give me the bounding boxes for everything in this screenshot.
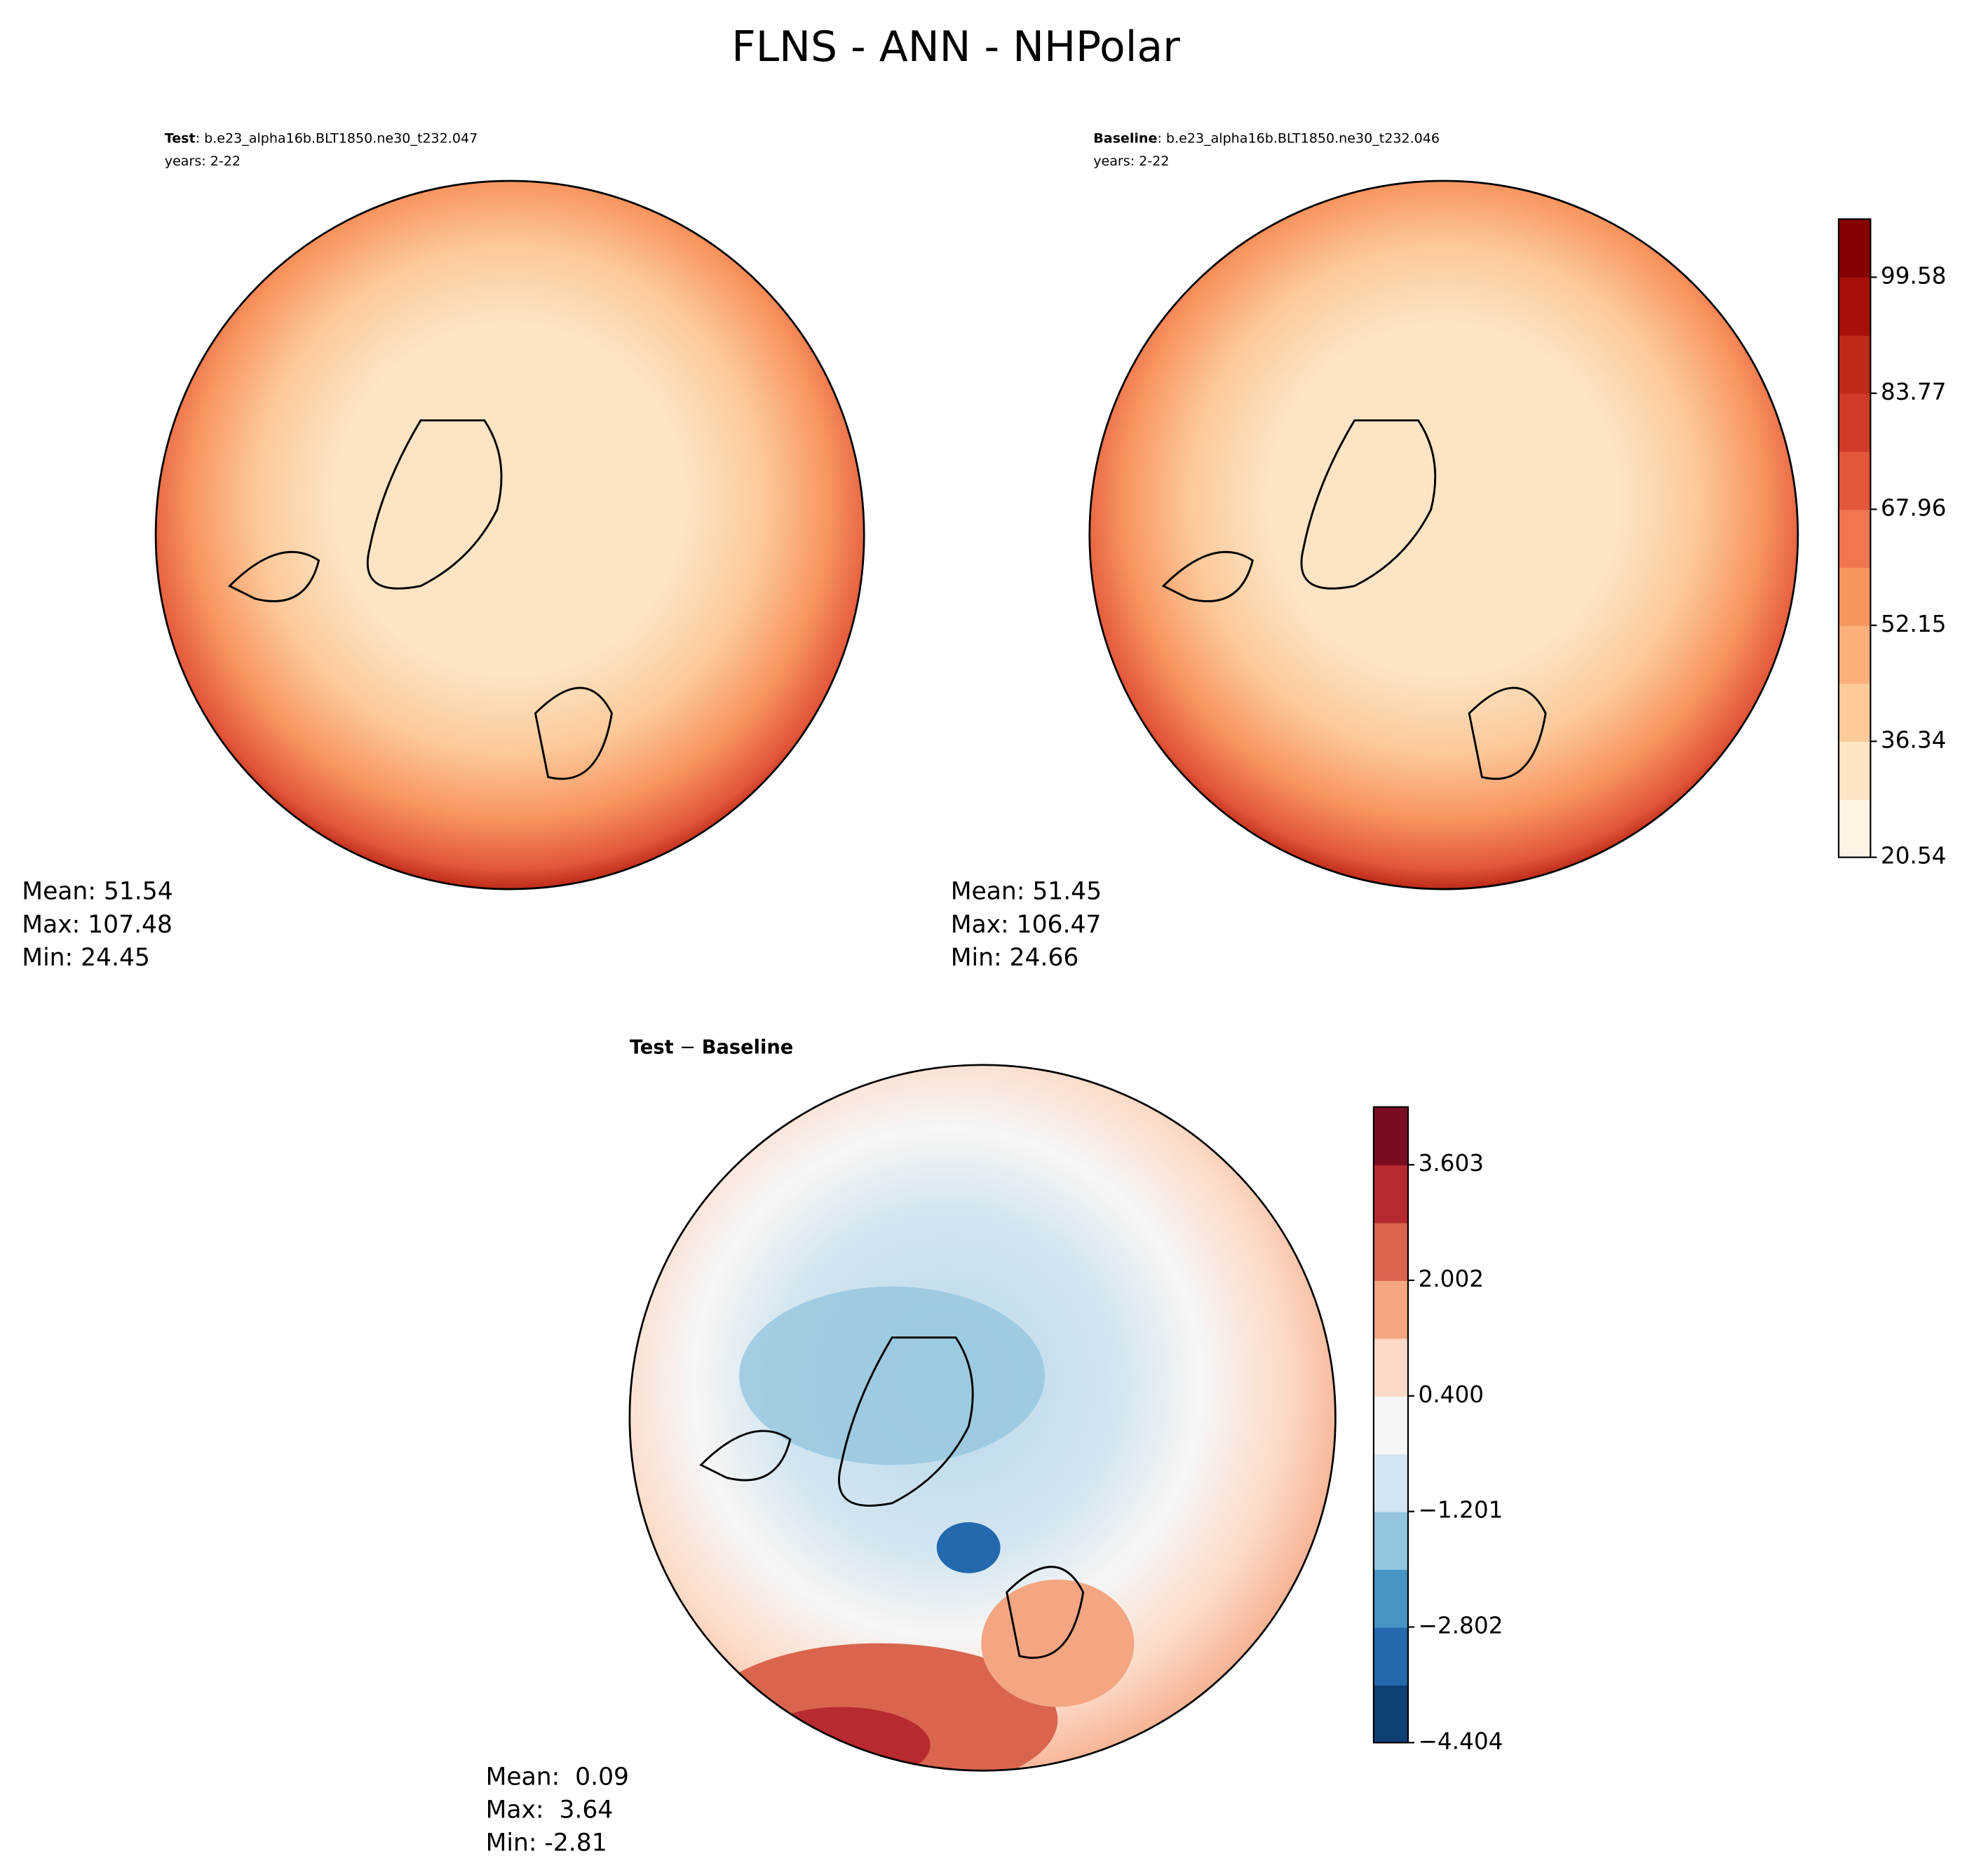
colorbar-tick-label: 0.400: [1418, 1381, 1484, 1408]
stat-line: Min: 24.45: [22, 944, 150, 972]
colorbar-band: [1839, 393, 1871, 452]
panel-label: Baseline: [1093, 130, 1157, 146]
stat-line: Max: 106.47: [951, 911, 1102, 939]
colorbar-band: [1839, 683, 1871, 743]
colorbar-band: [1373, 1395, 1408, 1455]
colorbar-band: [1373, 1280, 1408, 1339]
colorbar-band: [1839, 625, 1871, 684]
panel-years: years: 2-22: [165, 154, 241, 169]
panel-label: Test: [630, 1036, 674, 1058]
panel-title: Baseline: b.e23_alpha16b.BLT1850.ne30_t2…: [1093, 130, 1440, 146]
map: [1088, 179, 1799, 890]
colorbar-tick-label: 99.58: [1881, 262, 1947, 289]
colorbar-band: [1373, 1627, 1408, 1686]
panel-label: Test: [165, 130, 196, 146]
map: [154, 179, 865, 890]
coastline: [227, 419, 613, 780]
panel-years: years: 2-22: [1093, 154, 1169, 169]
colorbar-band: [1373, 1165, 1408, 1224]
colorbar-tick-label: 52.15: [1881, 611, 1947, 637]
colorbar-tick-label: 36.34: [1881, 726, 1947, 753]
coastline: [699, 1336, 1085, 1659]
colorbar-band: [1839, 219, 1871, 278]
colorbar-frame: [1837, 218, 1872, 858]
stat-line: Mean: 0.09: [486, 1763, 629, 1791]
panel-title: Test: b.e23_alpha16b.BLT1850.ne30_t232.0…: [165, 130, 478, 146]
colorbar-band: [1373, 1106, 1408, 1166]
colorbar-band: [1839, 799, 1871, 858]
map: [628, 1064, 1337, 1772]
colorbar-band: [1373, 1454, 1408, 1512]
panel-operator: −: [674, 1036, 702, 1058]
colorbar-band: [1373, 1569, 1408, 1628]
colorbar-tick-label: 83.77: [1881, 379, 1947, 405]
colorbar-band: [1373, 1222, 1408, 1281]
stat-line: Max: 107.48: [22, 911, 173, 939]
colorbar-band: [1839, 567, 1871, 626]
colorbar-band: [1839, 741, 1871, 800]
panel-label: Baseline: [702, 1036, 793, 1058]
colorbar-band: [1839, 451, 1871, 510]
map-disc: [154, 179, 865, 890]
colorbar-band: [1839, 509, 1871, 568]
colorbar-tick-label: 2.002: [1418, 1266, 1484, 1292]
stat-line: Min: -2.81: [486, 1829, 607, 1857]
colorbar-band: [1839, 334, 1871, 394]
colorbar-tick-label: 20.54: [1881, 843, 1947, 869]
colorbar-band: [1839, 277, 1871, 336]
colorbar-tick-label: −4.404: [1418, 1728, 1503, 1754]
colorbar-band: [1373, 1511, 1408, 1570]
colorbar-tick-label: 3.603: [1418, 1150, 1484, 1177]
colorbar-band: [1373, 1684, 1408, 1744]
panel-case: : b.e23_alpha16b.BLT1850.ne30_t232.047: [196, 130, 478, 146]
colorbar-tick-label: −2.802: [1418, 1612, 1503, 1639]
panel-title: Test − Baseline: [630, 1036, 793, 1058]
figure-title: FLNS - ANN - NHPolar: [731, 22, 1180, 72]
colorbar-band: [1373, 1338, 1408, 1397]
stat-line: Mean: 51.54: [22, 878, 173, 906]
map-disc: [1088, 179, 1799, 890]
coastline: [1161, 419, 1547, 780]
colorbar-tick-label: −1.201: [1418, 1497, 1503, 1524]
stat-line: Max: 3.64: [486, 1796, 614, 1824]
panel-case: : b.e23_alpha16b.BLT1850.ne30_t232.046: [1157, 130, 1440, 146]
stats: Mean: 51.54 Max: 107.48 Min: 24.45 Mean: 51…: [22, 878, 1102, 1857]
colorbar-frame: [1372, 1106, 1409, 1744]
colorbars: 20.54 36.34 52.15 67.96 83.77 99.58 −4.404 −2.8…: [1372, 218, 1947, 1754]
stat-line: Mean: 51.45: [951, 878, 1102, 906]
stat-line: Min: 24.66: [951, 944, 1079, 972]
colorbar-tick-label: 67.96: [1881, 494, 1947, 521]
